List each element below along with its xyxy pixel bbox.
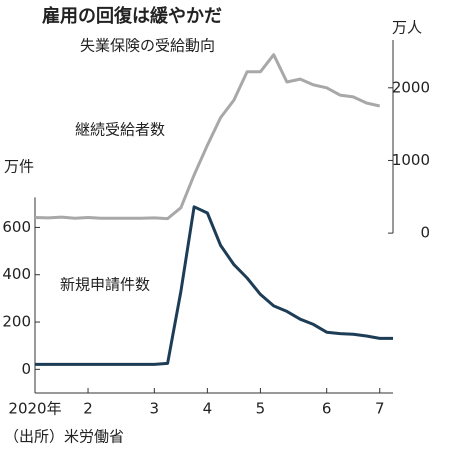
y-tick-label: 600 — [2, 218, 31, 236]
series-label: 新規申請件数 — [60, 276, 150, 294]
y2-axis-unit: 万人 — [392, 19, 422, 37]
y2-tick-label: 2000 — [392, 78, 430, 96]
series-line — [35, 205, 393, 366]
x-tick-label: 3 — [150, 400, 160, 418]
y-tick-label: 0 — [21, 360, 31, 378]
x-tick-label: 2 — [83, 400, 93, 418]
series-label: 継続受給者数 — [75, 121, 165, 139]
x-tick-label: 7 — [375, 400, 385, 418]
source: （出所）米労働省 — [4, 428, 124, 446]
chart-title: 雇用の回復は緩やかだ — [42, 5, 222, 27]
y2-tick-label: 0 — [420, 224, 430, 242]
x-tick-label: 2020年 — [8, 400, 61, 418]
x-tick-label: 4 — [203, 400, 213, 418]
chart-subtitle: 失業保険の受給動向 — [80, 37, 215, 55]
x-tick-label: 6 — [322, 400, 332, 418]
y-tick-label: 400 — [2, 265, 31, 283]
y2-tick-label: 1000 — [392, 151, 430, 169]
y-axis-unit: 万件 — [4, 158, 34, 176]
y-tick-label: 200 — [2, 313, 31, 331]
x-tick-label: 5 — [256, 400, 266, 418]
series-line — [34, 53, 381, 221]
